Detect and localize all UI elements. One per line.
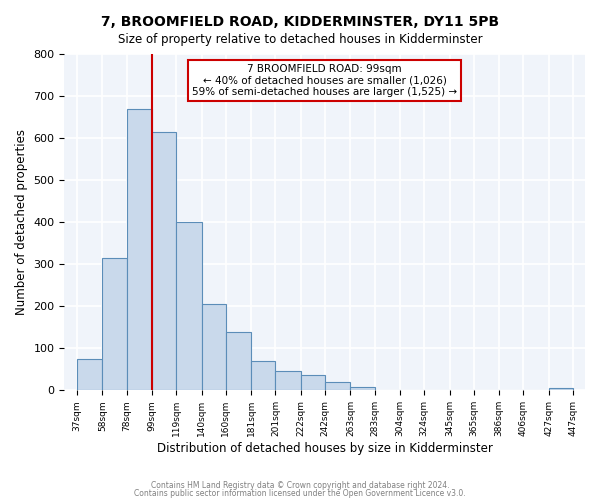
Text: Contains public sector information licensed under the Open Government Licence v3: Contains public sector information licen… xyxy=(134,488,466,498)
Bar xyxy=(103,258,127,390)
Bar xyxy=(176,222,202,390)
Text: 7 BROOMFIELD ROAD: 99sqm
← 40% of detached houses are smaller (1,026)
59% of sem: 7 BROOMFIELD ROAD: 99sqm ← 40% of detach… xyxy=(192,64,457,98)
Bar xyxy=(549,388,573,390)
Bar xyxy=(251,361,275,390)
Bar xyxy=(202,304,226,390)
Bar xyxy=(152,132,176,390)
Text: Size of property relative to detached houses in Kidderminster: Size of property relative to detached ho… xyxy=(118,32,482,46)
Y-axis label: Number of detached properties: Number of detached properties xyxy=(15,129,28,315)
Bar xyxy=(77,359,103,390)
Bar xyxy=(226,332,251,390)
Bar xyxy=(275,370,301,390)
Text: Contains HM Land Registry data © Crown copyright and database right 2024.: Contains HM Land Registry data © Crown c… xyxy=(151,481,449,490)
X-axis label: Distribution of detached houses by size in Kidderminster: Distribution of detached houses by size … xyxy=(157,442,493,455)
Bar xyxy=(350,388,374,390)
Text: 7, BROOMFIELD ROAD, KIDDERMINSTER, DY11 5PB: 7, BROOMFIELD ROAD, KIDDERMINSTER, DY11 … xyxy=(101,15,499,29)
Bar xyxy=(301,375,325,390)
Bar xyxy=(325,382,350,390)
Bar xyxy=(127,108,152,390)
